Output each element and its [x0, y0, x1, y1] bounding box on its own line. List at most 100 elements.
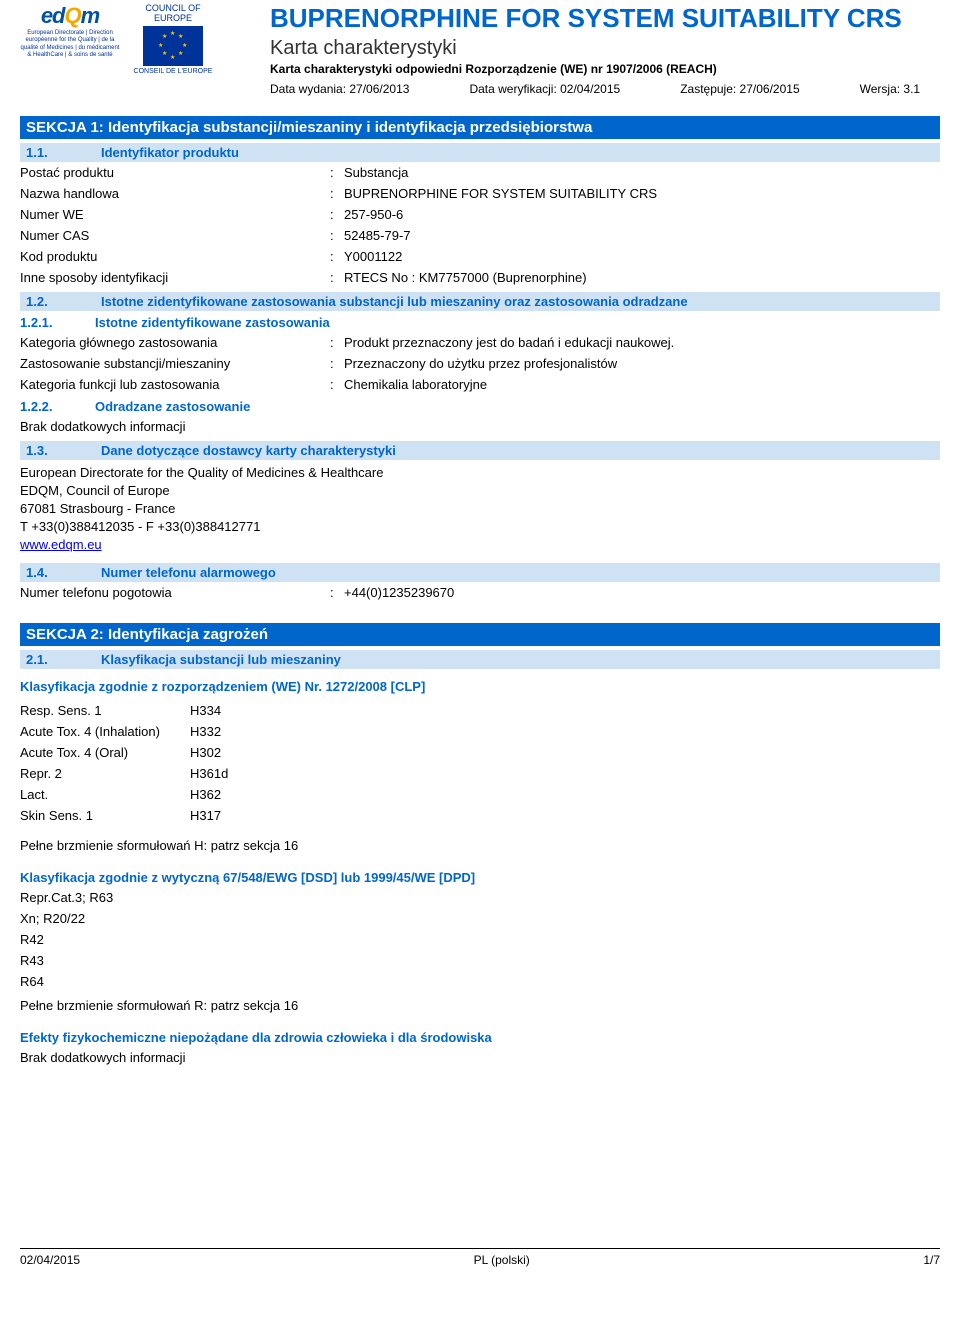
- label: Kategoria głównego zastosowania: [20, 335, 330, 350]
- phys-heading: Efekty fizykochemiczne niepożądane dla z…: [20, 1016, 940, 1047]
- section-title: Dane dotyczące dostawcy karty charaktery…: [101, 443, 396, 458]
- edqm-text: ed: [41, 3, 65, 28]
- section-title: Identyfikator produktu: [101, 145, 239, 160]
- clp-hcode: H362: [190, 784, 246, 805]
- section-1-1-header: 1.1. Identyfikator produktu: [20, 143, 940, 162]
- supplier-line: T +33(0)388412035 - F +33(0)388412771: [20, 518, 940, 536]
- edqm-m: m: [81, 3, 100, 28]
- footer-lang: PL (polski): [474, 1253, 530, 1267]
- dsd-list: Repr.Cat.3; R63Xn; R20/22R42R43R64: [20, 887, 940, 992]
- value: Produkt przeznaczony jest do badań i edu…: [344, 335, 940, 350]
- kv-row: Kod produktu:Y0001122: [20, 246, 940, 267]
- section-title: Istotne zidentyfikowane zastosowania sub…: [101, 294, 688, 309]
- value: 52485-79-7: [344, 228, 940, 243]
- section-title: Istotne zidentyfikowane zastosowania: [95, 315, 330, 330]
- dsd-item: R42: [20, 929, 940, 950]
- verify-date: Data weryfikacji: 02/04/2015: [469, 82, 620, 96]
- section-title: Numer telefonu alarmowego: [101, 565, 276, 580]
- label: Zastosowanie substancji/mieszaniny: [20, 356, 330, 371]
- clp-class: Lact.: [20, 784, 190, 805]
- issue-date: Data wydania: 27/06/2013: [270, 82, 409, 96]
- kv-row: Zastosowanie substancji/mieszaniny:Przez…: [20, 353, 940, 374]
- section-1-2-2-header: 1.2.2. Odradzane zastosowanie: [20, 395, 940, 416]
- value: Y0001122: [344, 249, 940, 264]
- value: Substancja: [344, 165, 940, 180]
- dsd-heading: Klasyfikacja zgodnie z wytyczną 67/548/E…: [20, 856, 940, 887]
- version: Wersja: 3.1: [860, 82, 920, 96]
- coe-flag-icon: ★ ★ ★ ★ ★ ★ ★ ★: [143, 26, 203, 66]
- section-2-1-header: 2.1. Klasyfikacja substancji lub mieszan…: [20, 650, 940, 669]
- kv-row: Nazwa handlowa:BUPRENORPHINE FOR SYSTEM …: [20, 183, 940, 204]
- coe-top-text: COUNCIL OF EUROPE: [128, 4, 218, 24]
- phys-text: Brak dodatkowych informacji: [20, 1047, 940, 1068]
- supplier-address: European Directorate for the Quality of …: [20, 460, 940, 559]
- value: BUPRENORPHINE FOR SYSTEM SUITABILITY CRS: [344, 186, 940, 201]
- clp-class: Acute Tox. 4 (Oral): [20, 742, 190, 763]
- section-title: Klasyfikacja substancji lub mieszaniny: [101, 652, 341, 667]
- value: Chemikalia laboratoryjne: [344, 377, 940, 392]
- supplier-line: European Directorate for the Quality of …: [20, 464, 940, 482]
- section-num: 1.1.: [26, 145, 101, 160]
- dsd-item: R64: [20, 971, 940, 992]
- label: Kategoria funkcji lub zastosowania: [20, 377, 330, 392]
- edqm-logo: edQm European Directorate | Direction eu…: [20, 4, 120, 75]
- section-1-2-1-header: 1.2.1. Istotne zidentyfikowane zastosowa…: [20, 311, 940, 332]
- table-row: Acute Tox. 4 (Inhalation)H332: [20, 721, 246, 742]
- table-row: Repr. 2H361d: [20, 763, 246, 784]
- kv-row: Kategoria głównego zastosowania:Produkt …: [20, 332, 940, 353]
- table-row: Lact.H362: [20, 784, 246, 805]
- kv-row: Inne sposoby identyfikacji:RTECS No : KM…: [20, 267, 940, 288]
- kv-row: Postać produktu:Substancja: [20, 162, 940, 183]
- value: 257-950-6: [344, 207, 940, 222]
- heading-text: Klasyfikacja zgodnie z rozporządzeniem (…: [20, 679, 425, 694]
- clp-hcode: H361d: [190, 763, 246, 784]
- kv-row: Numer CAS:52485-79-7: [20, 225, 940, 246]
- supplier-line: 67081 Strasbourg - France: [20, 500, 940, 518]
- clp-class: Acute Tox. 4 (Inhalation): [20, 721, 190, 742]
- coe-bottom-text: CONSEIL DE L'EUROPE: [134, 68, 213, 76]
- dsd-item: Xn; R20/22: [20, 908, 940, 929]
- section-num: 1.4.: [26, 565, 101, 580]
- no-info-text: Brak dodatkowych informacji: [20, 416, 940, 437]
- clp-class: Skin Sens. 1: [20, 805, 190, 826]
- section-title: Odradzane zastosowanie: [95, 399, 250, 414]
- value: +44(0)1235239670: [344, 585, 940, 600]
- edqm-q: Q: [65, 3, 81, 28]
- table-row: Resp. Sens. 1H334: [20, 700, 246, 721]
- supplier-line: EDQM, Council of Europe: [20, 482, 940, 500]
- dsd-item: R43: [20, 950, 940, 971]
- footer-date: 02/04/2015: [20, 1253, 80, 1267]
- clp-note: Pełne brzmienie sformułowań H: patrz sek…: [20, 830, 940, 856]
- kv-row: Kategoria funkcji lub zastosowania:Chemi…: [20, 374, 940, 395]
- value: RTECS No : KM7757000 (Buprenorphine): [344, 270, 940, 285]
- heading-text: Klasyfikacja zgodnie z wytyczną 67/548/E…: [20, 870, 475, 885]
- value: Przeznaczony do użytku przez profesjonal…: [344, 356, 940, 371]
- clp-hcode: H334: [190, 700, 246, 721]
- clp-hcode: H317: [190, 805, 246, 826]
- clp-table: Resp. Sens. 1H334Acute Tox. 4 (Inhalatio…: [20, 700, 246, 826]
- document-subtitle: Karta charakterystyki: [270, 37, 940, 60]
- clp-hcode: H332: [190, 721, 246, 742]
- coe-logo: COUNCIL OF EUROPE ★ ★ ★ ★ ★ ★ ★ ★ CONSEI…: [128, 4, 218, 75]
- regulation-text: Karta charakterystyki odpowiedni Rozporz…: [270, 62, 940, 76]
- section-1-4-header: 1.4. Numer telefonu alarmowego: [20, 563, 940, 582]
- label: Numer telefonu pogotowia: [20, 585, 330, 600]
- label: Nazwa handlowa: [20, 186, 330, 201]
- kv-row: Numer telefonu pogotowia:+44(0)123523967…: [20, 582, 940, 603]
- section-2-header: SEKCJA 2: Identyfikacja zagrożeń: [20, 623, 940, 646]
- supplier-website-link[interactable]: www.edqm.eu: [20, 537, 102, 552]
- dsd-item: Repr.Cat.3; R63: [20, 887, 940, 908]
- clp-hcode: H302: [190, 742, 246, 763]
- heading-text: Efekty fizykochemiczne niepożądane dla z…: [20, 1030, 492, 1045]
- supersedes-date: Zastępuje: 27/06/2015: [680, 82, 799, 96]
- section-num: 2.1.: [26, 652, 101, 667]
- label: Numer WE: [20, 207, 330, 222]
- section-num: 1.2.2.: [20, 399, 95, 414]
- section-1-2-header: 1.2. Istotne zidentyfikowane zastosowani…: [20, 292, 940, 311]
- label: Kod produktu: [20, 249, 330, 264]
- dsd-note: Pełne brzmienie sformułowań R: patrz sek…: [20, 992, 940, 1016]
- meta-row: Data wydania: 27/06/2013 Data weryfikacj…: [270, 82, 940, 96]
- document-header: edQm European Directorate | Direction eu…: [20, 0, 940, 96]
- section-1-header: SEKCJA 1: Identyfikacja substancji/miesz…: [20, 116, 940, 139]
- section-num: 1.2.1.: [20, 315, 95, 330]
